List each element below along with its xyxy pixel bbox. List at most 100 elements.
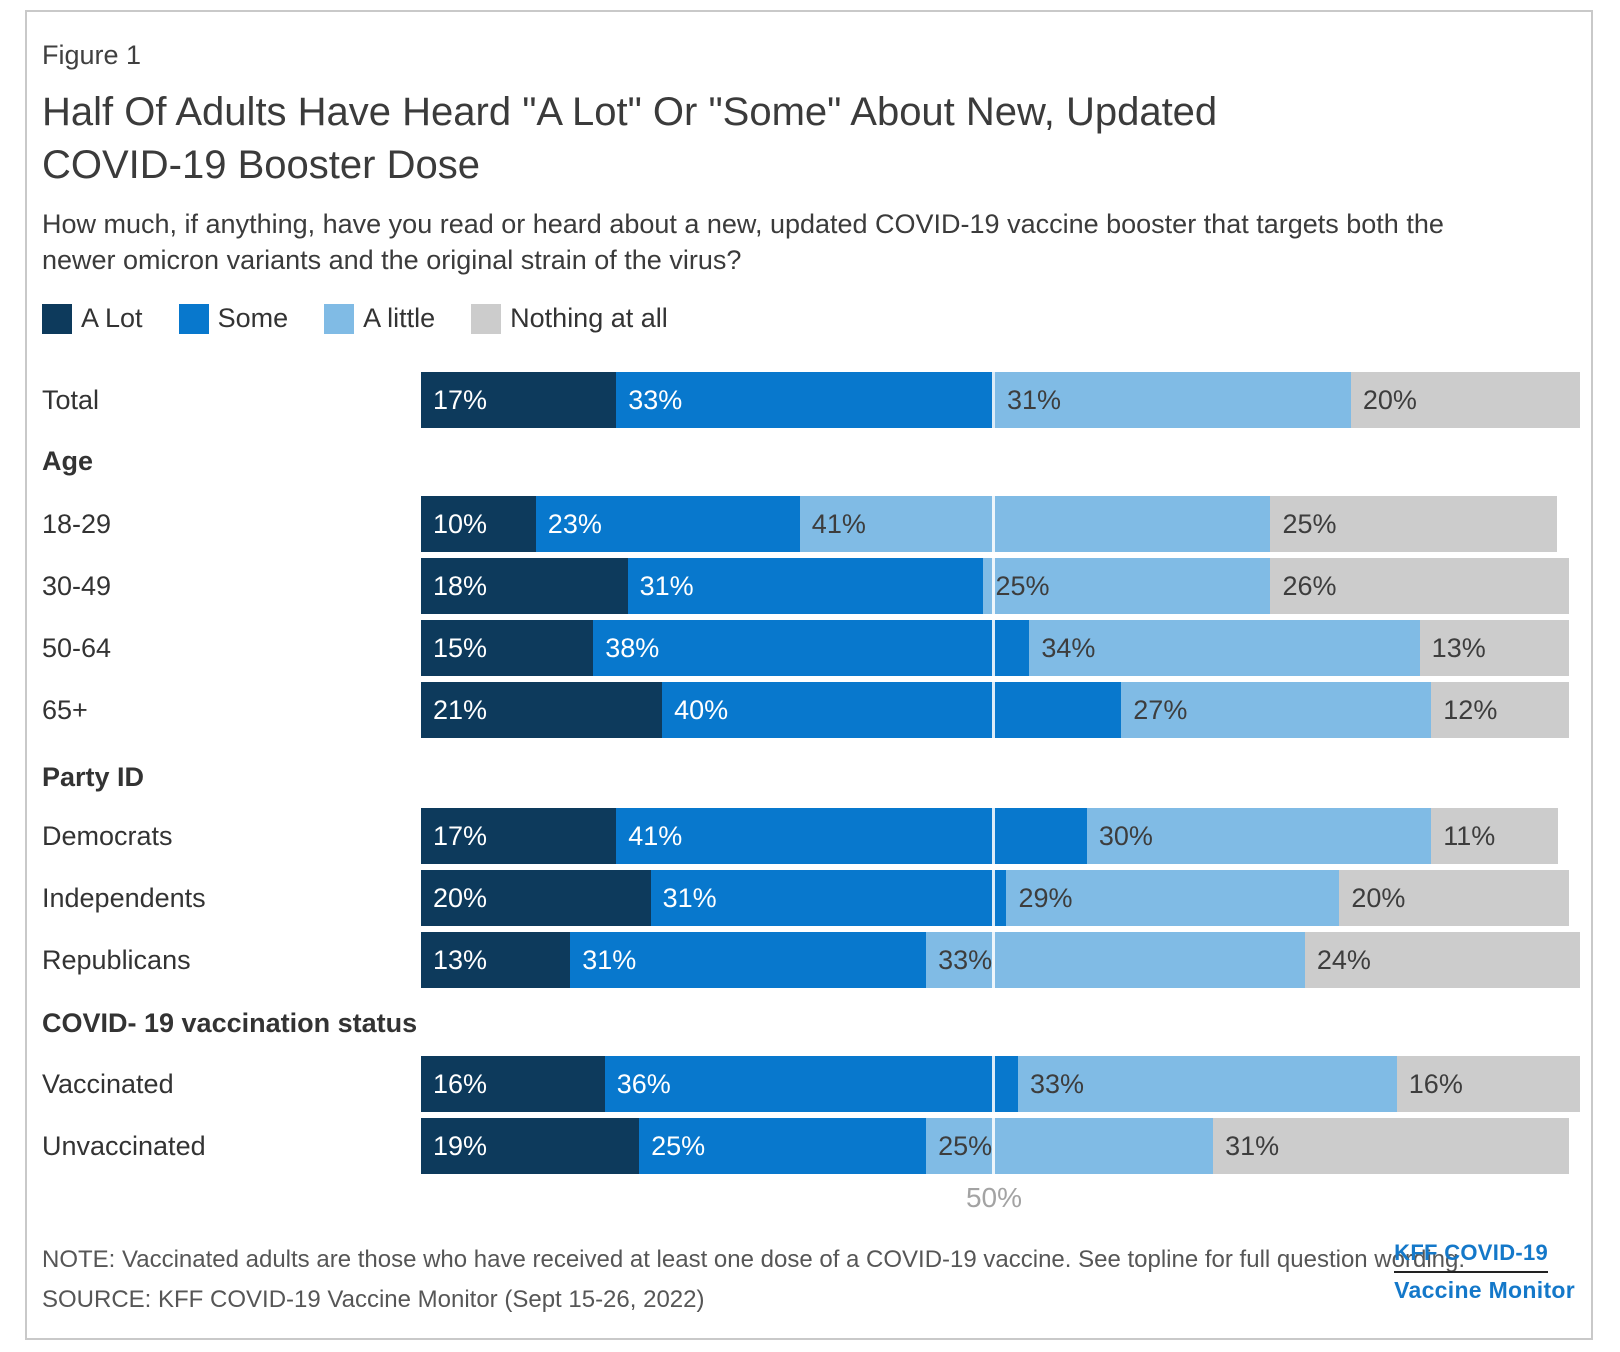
bar-segment-a_little: 29% <box>1006 870 1340 926</box>
segment-value-label: 13% <box>433 945 488 975</box>
bar-segment-some: 25% <box>639 1118 927 1174</box>
segment-value-label: 25% <box>1282 509 1337 539</box>
bar-segment-a_lot: 13% <box>421 932 571 988</box>
segment-value-label: 33% <box>1029 1069 1085 1099</box>
stacked-bar: 21% 40% 27% 12% <box>421 682 1570 738</box>
segment-value-label: 41% <box>628 821 683 851</box>
figure-label: Figure 1 <box>42 40 142 70</box>
bar-segment-a_lot: 10% <box>421 496 536 552</box>
bar-segment-some: 41% <box>616 808 1087 864</box>
segment-value-label: 16% <box>1408 1069 1463 1099</box>
row-label: Vaccinated <box>42 1069 174 1099</box>
chart-subtitle: How much, if anything, have you read or … <box>42 206 1444 278</box>
chart-subtitle-line1: How much, if anything, have you read or … <box>42 209 1444 239</box>
bar-segment-a_little: 33% <box>1017 1056 1397 1112</box>
chart-title-line2: COVID-19 Booster Dose <box>42 143 480 187</box>
segment-value-label: 16% <box>433 1069 488 1099</box>
bar-segment-a_lot: 21% <box>421 682 663 738</box>
legend-label: Nothing at all <box>510 303 668 333</box>
row-label: Total <box>42 385 100 415</box>
segment-value-label: 36% <box>616 1069 671 1099</box>
bar-segment-nothing: 20% <box>1339 870 1569 926</box>
some-swatch-icon <box>178 303 209 334</box>
bar-segment-a_little: 41% <box>799 496 1271 552</box>
segment-value-label: 10% <box>433 509 488 539</box>
segment-value-label: 20% <box>433 883 488 913</box>
row-label: 50-64 <box>42 633 112 663</box>
segment-value-label: 31% <box>639 571 694 601</box>
legend-label: A Lot <box>81 303 143 333</box>
bar-segment-a_lot: 20% <box>421 870 651 926</box>
segment-value-label: 23% <box>547 509 602 539</box>
segment-value-label: 31% <box>1006 385 1062 415</box>
kff-vaccine-monitor-logo[interactable]: KFF COVID-19 Vaccine Monitor <box>1394 1240 1575 1304</box>
segment-value-label: 20% <box>1351 883 1406 913</box>
bar-segment-a_little: 31% <box>994 372 1351 428</box>
bar-segment-nothing: 20% <box>1350 372 1581 428</box>
a_lot-swatch-icon <box>42 303 72 334</box>
bar-segment-a_lot: 18% <box>421 558 628 614</box>
bar-segment-a_lot: 17% <box>421 808 617 864</box>
segment-value-label: 15% <box>433 633 488 663</box>
segment-value-label: 12% <box>1443 695 1498 725</box>
bar-segment-nothing: 13% <box>1419 620 1569 676</box>
stacked-bar: 19% 25% 25% 31% <box>421 1118 1569 1174</box>
segment-value-label: 21% <box>433 695 488 725</box>
stacked-bar: 18% 31% 25% 26% <box>421 558 1569 614</box>
bar-segment-a_little: 33% <box>926 932 1305 988</box>
note-text: NOTE: Vaccinated adults are those who ha… <box>42 1246 1466 1273</box>
segment-value-label: 24% <box>1316 945 1371 975</box>
bar-segment-a_little: 25% <box>983 558 1271 614</box>
chart-subtitle-line2: newer omicron variants and the original … <box>42 245 742 275</box>
bar-segment-some: 31% <box>570 932 927 988</box>
segment-value-label: 30% <box>1098 821 1153 851</box>
bar-segment-some: 31% <box>627 558 984 614</box>
legend-item: A Lot <box>42 303 143 334</box>
segment-value-label: 19% <box>433 1131 488 1161</box>
bar-segment-some: 36% <box>604 1056 1018 1112</box>
logo-line1: KFF COVID-19 <box>1394 1240 1549 1273</box>
segment-value-label: 33% <box>938 945 993 975</box>
row-label: 65+ <box>42 695 88 725</box>
chart-title: Half Of Adults Have Heard "A Lot" Or "So… <box>42 86 1217 192</box>
section-header: Party ID <box>42 762 145 792</box>
segment-value-label: 25% <box>938 1131 993 1161</box>
segment-value-label: 31% <box>1225 1131 1280 1161</box>
stacked-bar: 15% 38% 34% 13% <box>421 620 1569 676</box>
segment-value-label: 29% <box>1018 883 1073 913</box>
segment-value-label: 18% <box>433 571 488 601</box>
section-header: COVID- 19 vaccination status <box>42 1008 418 1038</box>
segment-value-label: 13% <box>1431 633 1486 663</box>
stacked-bar: 20% 31% 29% 20% <box>421 870 1569 926</box>
x-axis-tick-label: 50% <box>965 1182 1023 1213</box>
stacked-bar: 17% 33% 31% 20% <box>421 372 1581 428</box>
source-text: SOURCE: KFF COVID-19 Vaccine Monitor (Se… <box>42 1286 705 1313</box>
bar-segment-nothing: 12% <box>1431 682 1570 738</box>
bar-segment-some: 33% <box>616 372 995 428</box>
bar-segment-some: 40% <box>662 682 1122 738</box>
segment-value-label: 26% <box>1282 571 1337 601</box>
bar-segment-nothing: 16% <box>1396 1056 1581 1112</box>
row-label: Unvaccinated <box>42 1131 206 1161</box>
segment-value-label: 38% <box>605 633 660 663</box>
bar-segment-a_lot: 15% <box>421 620 594 676</box>
bar-segment-a_lot: 16% <box>421 1056 605 1112</box>
legend-label: Some <box>217 303 289 333</box>
bar-segment-a_little: 30% <box>1086 808 1432 864</box>
bar-segment-a_little: 34% <box>1029 620 1420 676</box>
nothing-swatch-icon <box>471 303 502 334</box>
segment-value-label: 25% <box>651 1131 706 1161</box>
row-label: Democrats <box>42 821 173 851</box>
legend: A Lot Some A little Nothing at all <box>42 303 668 334</box>
row-label: Republicans <box>42 945 191 975</box>
legend-label: A little <box>363 303 436 333</box>
bar-segment-some: 38% <box>593 620 1030 676</box>
stacked-bar: 10% 23% 41% 25% <box>421 496 1558 552</box>
legend-item: Nothing at all <box>471 303 668 334</box>
gridline-50-percent <box>992 372 995 1174</box>
segment-value-label: 33% <box>628 385 683 415</box>
bar-segment-a_little: 27% <box>1121 682 1432 738</box>
segment-value-label: 20% <box>1362 385 1417 415</box>
bar-segment-nothing: 11% <box>1431 808 1558 864</box>
chart-title-line1: Half Of Adults Have Heard "A Lot" Or "So… <box>42 90 1218 134</box>
